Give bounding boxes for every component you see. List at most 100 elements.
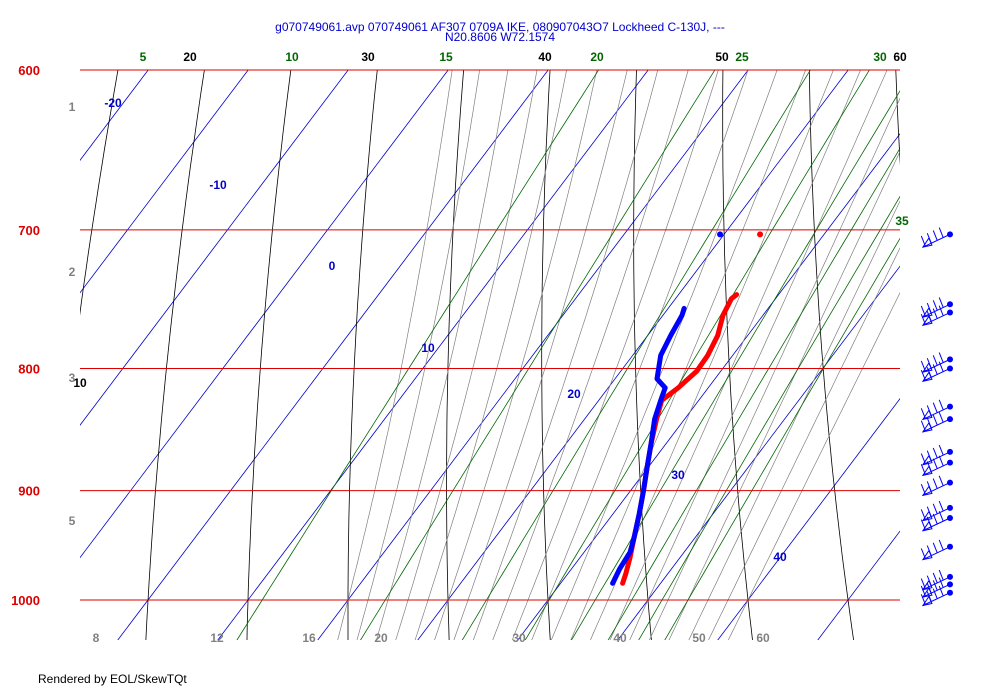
wind-barb-staff <box>922 358 951 373</box>
wind-barb-pennant <box>921 465 933 477</box>
pressure-label: 700 <box>18 223 40 238</box>
wind-barb-staff <box>922 482 951 496</box>
mixing-ratio-left-label: 2 <box>69 265 76 279</box>
wind-barb <box>920 361 953 383</box>
isotherm-line <box>317 70 749 640</box>
moist-adiabat-line <box>688 200 900 640</box>
wind-barb-feather <box>938 399 944 411</box>
moist-adiabat-line <box>337 70 453 640</box>
temperature-point <box>757 231 764 238</box>
wind-barb-feather <box>938 475 944 486</box>
wind-barb <box>920 455 953 477</box>
wind-barb-feather <box>932 402 938 413</box>
mixing-ratio-left-label: 5 <box>69 514 76 528</box>
dry-adiabat-line <box>80 70 119 316</box>
wind-barb-staff <box>922 546 951 561</box>
isotherm-line <box>717 398 900 640</box>
dewpoint-trace <box>610 305 687 586</box>
footer-text: Rendered by EOL/SkewTQt <box>38 672 187 686</box>
wind-barb-feather <box>938 585 944 597</box>
bottom-axis-label: 12 <box>210 631 224 645</box>
dry-adiabat-line <box>895 70 900 166</box>
mixing-ratio-label: 5 <box>140 50 147 64</box>
wind-barb-feather <box>932 308 938 319</box>
dry-adiabat-line <box>541 70 551 640</box>
wind-barb <box>920 475 953 497</box>
wind-barb-pennant <box>921 307 933 318</box>
moist-adiabat-line <box>414 70 567 640</box>
chart-labels: 600 700 800 900 1000 -20 -10 0 10 20 30 40 20 30 40 50 6… <box>11 50 909 645</box>
isotherm-line <box>217 70 649 640</box>
wind-barb-feather <box>932 572 938 584</box>
wind-barb <box>920 297 953 318</box>
temperature-trace <box>620 292 740 586</box>
wind-barb-staff <box>922 517 951 532</box>
wind-barb-feather <box>938 297 944 308</box>
moist-adiabat-line <box>708 247 900 640</box>
wind-barb <box>920 510 953 532</box>
moist-adiabat-line <box>511 70 719 640</box>
moist-adiabat-line <box>629 70 888 640</box>
mixing-ratio-label: 30 <box>873 50 887 64</box>
wind-barb-feather <box>938 455 944 467</box>
mixing-ratio-line <box>524 70 870 640</box>
wind-barb-feather <box>932 478 938 489</box>
dry-adiabat-label: 30 <box>361 50 375 64</box>
mixing-ratio-line <box>607 147 900 640</box>
bottom-axis-label: 40 <box>613 631 627 645</box>
wind-barb-staff <box>922 418 951 433</box>
moist-adiabat-line <box>376 70 509 640</box>
wind-barb <box>920 399 953 421</box>
mixing-ratio-line <box>236 70 600 640</box>
moist-adiabat-line <box>668 150 900 640</box>
isotherm-line <box>617 265 900 640</box>
wind-barb <box>920 577 953 598</box>
wind-barb <box>920 412 953 433</box>
mixing-ratio-line <box>664 237 900 640</box>
wind-barb-feather <box>932 503 938 515</box>
wind-barbs <box>920 227 953 607</box>
moist-adiabat-line <box>570 70 806 640</box>
wind-barb-feather <box>938 412 944 423</box>
wind-barb-pennant <box>921 485 933 497</box>
moist-adiabat-line <box>356 70 480 640</box>
isotherm-line <box>80 70 349 426</box>
bottom-axis-label: 60 <box>756 631 770 645</box>
wind-barb <box>920 305 953 327</box>
wind-barb-feather <box>938 510 944 522</box>
wind-barb-feather <box>938 361 944 372</box>
mixing-ratio-left-label: 3 <box>69 371 76 385</box>
isotherm-label: 10 <box>421 341 435 355</box>
moist-adiabat-line <box>648 97 900 640</box>
dry-adiabat-line <box>981 53 1000 651</box>
wind-barb-pennant <box>921 595 933 607</box>
isotherm-label: 0 <box>329 259 336 273</box>
wind-barb-pennant <box>921 421 933 433</box>
mixing-ratio-line <box>638 195 900 640</box>
moist-adiabat-line <box>395 70 538 640</box>
mixing-ratio-line <box>461 70 811 640</box>
wind-barb <box>920 585 953 607</box>
bottom-axis-label: 20 <box>374 631 388 645</box>
mixing-ratio-label: 20 <box>590 50 604 64</box>
moist-adiabat-line <box>453 70 628 640</box>
mixing-ratio-line <box>360 70 716 640</box>
wind-barb-feather <box>938 539 944 551</box>
moist-adiabat-line <box>472 70 659 640</box>
dry-adiabat-line <box>722 70 753 640</box>
isotherm-label: -20 <box>104 96 122 110</box>
isotherm-line <box>80 70 249 294</box>
wind-barb-feather <box>932 355 938 366</box>
isotherm-label: 30 <box>671 468 685 482</box>
pressure-label: 800 <box>18 361 40 376</box>
wind-barb-pennant <box>921 454 933 466</box>
wind-barb-feather <box>932 542 938 553</box>
dry-adiabat-label: 60 <box>893 50 907 64</box>
dry-adiabat-line <box>246 70 292 640</box>
moist-adiabat-line <box>727 292 900 640</box>
dry-adiabat-line <box>347 70 378 640</box>
isotherm-line <box>817 530 900 640</box>
wind-barb <box>920 569 953 591</box>
moist-adiabat-line <box>434 70 598 640</box>
